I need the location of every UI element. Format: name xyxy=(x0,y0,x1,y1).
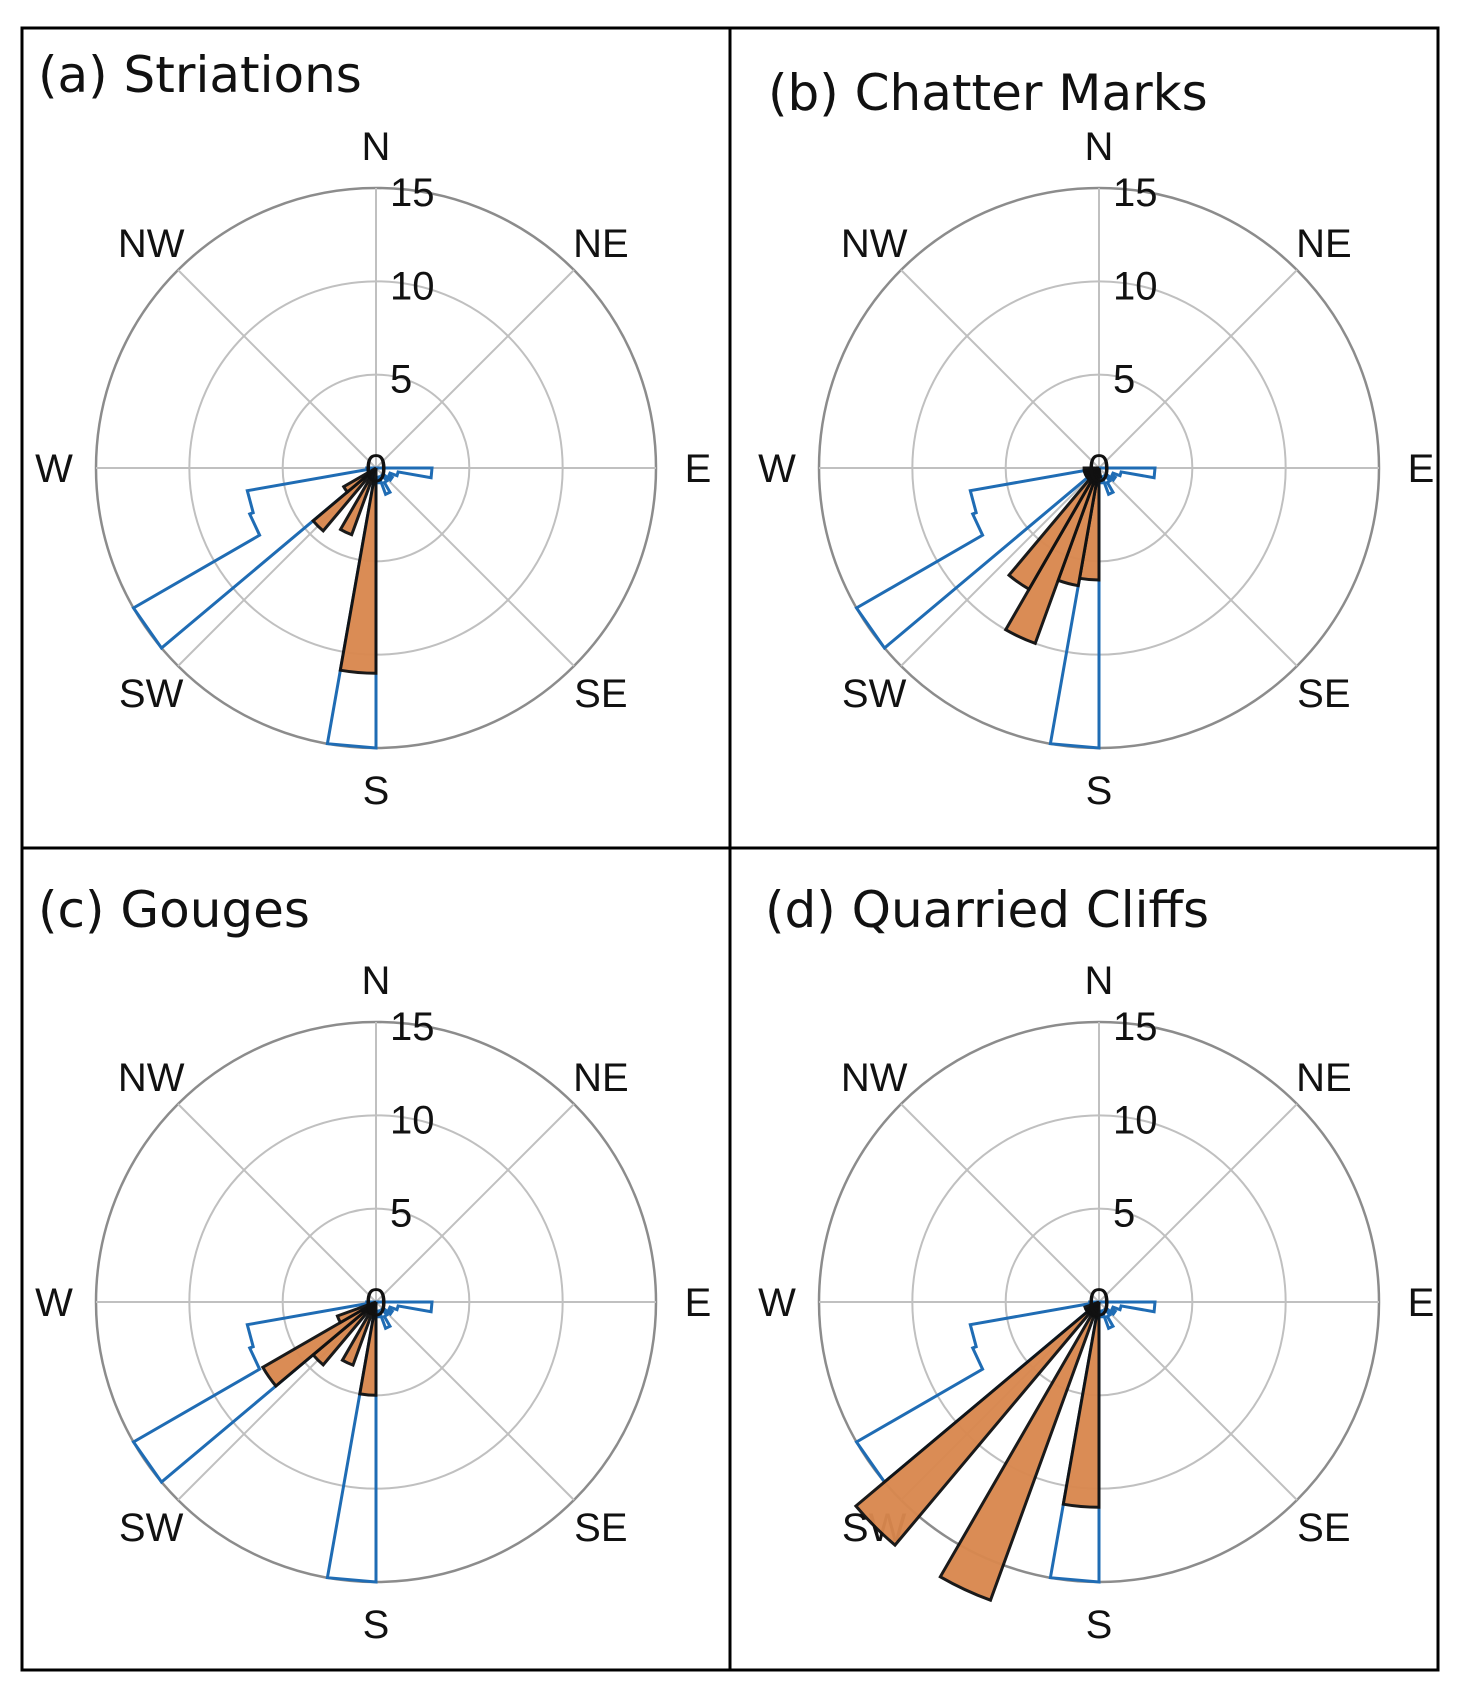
spoke-135 xyxy=(1098,1301,1298,1501)
direction-label-s: S xyxy=(363,1603,390,1647)
direction-label-se: SE xyxy=(574,672,627,716)
rose-bar-205 xyxy=(938,1301,1101,1603)
direction-label-w: W xyxy=(35,1281,73,1325)
rose-bar-205 xyxy=(338,467,378,537)
panel-title-a: (a) Striations xyxy=(38,46,362,104)
direction-label-ne: NE xyxy=(573,222,629,266)
radial-tick-label-15: 15 xyxy=(1113,171,1158,215)
direction-label-nw: NW xyxy=(118,1056,185,1100)
radial-tick-label-0: 0 xyxy=(365,447,387,491)
spoke-315 xyxy=(177,1103,377,1303)
direction-label-se: SE xyxy=(1297,1506,1350,1550)
direction-label-se: SE xyxy=(1297,672,1350,716)
direction-label-n: N xyxy=(1085,125,1114,169)
direction-label-ne: NE xyxy=(573,1056,629,1100)
direction-label-se: SE xyxy=(574,1506,627,1550)
spoke-45 xyxy=(375,1103,575,1303)
direction-label-n: N xyxy=(362,125,391,169)
rose-bar-235 xyxy=(341,466,377,495)
direction-label-w: W xyxy=(758,1281,796,1325)
rose-bar-205 xyxy=(1003,467,1101,646)
direction-label-n: N xyxy=(362,959,391,1003)
radial-tick-label-5: 5 xyxy=(390,1192,412,1236)
direction-label-sw: SW xyxy=(119,1506,184,1550)
panel-frame-d xyxy=(728,846,1440,1672)
direction-label-ne: NE xyxy=(1296,222,1352,266)
rose-bar-225 xyxy=(310,466,378,534)
spoke-135 xyxy=(375,1301,575,1501)
spoke-315 xyxy=(177,269,377,469)
direction-label-nw: NW xyxy=(841,1056,908,1100)
direction-label-n: N xyxy=(1085,959,1114,1003)
panel-title-c: (c) Gouges xyxy=(38,881,310,939)
rose-bar-185 xyxy=(358,1301,378,1397)
radial-tick-label-0: 0 xyxy=(365,1281,387,1325)
direction-label-e: E xyxy=(1408,1281,1435,1325)
rose-panel-d: (d) Quarried CliffsNNEESESSWWNW051015 xyxy=(758,881,1434,1647)
rose-bar-235 xyxy=(260,1300,377,1389)
rose-bar-185 xyxy=(1061,1301,1101,1509)
rose-bar-245 xyxy=(1083,1300,1100,1312)
spoke-315 xyxy=(900,269,1100,469)
radial-tick-label-10: 10 xyxy=(390,1098,435,1142)
radial-tick-label-0: 0 xyxy=(1088,447,1110,491)
direction-label-sw: SW xyxy=(119,672,184,716)
distribution-outline xyxy=(131,1300,434,1584)
radial-tick-label-5: 5 xyxy=(1113,1192,1135,1236)
direction-label-s: S xyxy=(1086,769,1113,813)
direction-label-s: S xyxy=(1086,1603,1113,1647)
rose-bar-215 xyxy=(1006,467,1101,592)
spoke-225 xyxy=(900,467,1100,667)
radial-tick-label-10: 10 xyxy=(1113,264,1158,308)
radial-tick-label-10: 10 xyxy=(1113,1098,1158,1142)
rose-bar-245 xyxy=(335,1300,377,1325)
radial-tick-label-0: 0 xyxy=(1088,1281,1110,1325)
radial-tick-label-15: 15 xyxy=(390,171,435,215)
distribution-outline xyxy=(854,466,1157,750)
direction-label-e: E xyxy=(685,447,712,491)
spoke-45 xyxy=(375,269,575,469)
direction-label-w: W xyxy=(35,447,73,491)
radial-tick-label-5: 5 xyxy=(1113,358,1135,402)
direction-label-e: E xyxy=(1408,447,1435,491)
direction-label-e: E xyxy=(685,1281,712,1325)
radial-tick-label-5: 5 xyxy=(390,358,412,402)
radial-tick-label-15: 15 xyxy=(390,1005,435,1049)
rose-bar-185 xyxy=(338,467,378,675)
rose-bar-265 xyxy=(1082,466,1100,473)
panel-frames xyxy=(20,26,1440,1672)
direction-label-nw: NW xyxy=(841,222,908,266)
radial-tick-label-10: 10 xyxy=(390,264,435,308)
spoke-45 xyxy=(1098,1103,1298,1303)
spoke-315 xyxy=(900,1103,1100,1303)
radial-tick-label-15: 15 xyxy=(1113,1005,1158,1049)
direction-label-sw: SW xyxy=(842,672,907,716)
direction-label-ne: NE xyxy=(1296,1056,1352,1100)
spoke-135 xyxy=(375,467,575,667)
direction-label-s: S xyxy=(363,769,390,813)
spoke-135 xyxy=(1098,467,1298,667)
rose-bar-205 xyxy=(340,1301,378,1368)
rose-bar-225 xyxy=(853,1300,1101,1548)
panel-title-d: (d) Quarried Cliffs xyxy=(765,881,1209,939)
direction-label-nw: NW xyxy=(118,222,185,266)
rose-panel-c: (c) Gouges N NE E SE S SW W NW 0 5 10 15 xyxy=(35,881,711,1647)
panel-title-b: (b) Chatter Marks xyxy=(768,64,1208,122)
spoke-45 xyxy=(1098,269,1298,469)
direction-label-w: W xyxy=(758,447,796,491)
